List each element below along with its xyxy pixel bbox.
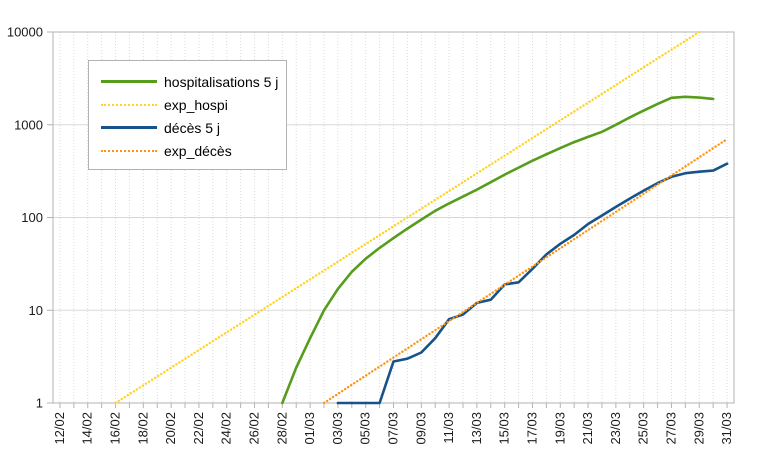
x-tick-label: 19/03: [552, 412, 567, 445]
x-tick-label: 14/02: [80, 412, 95, 445]
vertical-gridlines: [59, 32, 728, 403]
legend-line-hospitalisations: [101, 80, 157, 83]
x-tick-label: 18/02: [135, 412, 150, 445]
series-3-line: [322, 137, 729, 405]
x-tick-label: 21/03: [580, 412, 595, 445]
series-0-line: [280, 95, 715, 405]
x-tick-label: 07/03: [386, 412, 401, 445]
x-tick-label: 26/02: [247, 412, 262, 445]
legend-line-deces: [101, 126, 157, 129]
x-tick-label: 22/02: [191, 412, 206, 445]
legend-item-deces: décès 5 j: [101, 116, 276, 139]
y-tick-label: 100: [21, 210, 43, 225]
x-axis: 12/02 14/02 16/02 18/02 20/02 22/02 24/02 26/02…: [52, 403, 734, 445]
x-tick-label: 24/02: [219, 412, 234, 445]
x-tick-label: 31/03: [719, 412, 734, 445]
legend-item-hospitalisations: hospitalisations 5 j: [101, 70, 279, 93]
legend-label-deces: décès 5 j: [164, 119, 221, 136]
series-2-line: [336, 162, 729, 405]
x-tick-label: 28/02: [274, 412, 289, 445]
x-tick-label: 20/02: [163, 412, 178, 445]
legend-label-exp-hospi: exp_hospi: [164, 96, 228, 113]
x-tick-label: 11/03: [441, 412, 456, 444]
legend-label-hospitalisations: hospitalisations 5 j: [164, 73, 279, 90]
x-tick-label: 09/03: [413, 412, 428, 445]
x-tick-label: 23/03: [608, 412, 623, 445]
x-tick-label: 12/02: [52, 412, 67, 445]
x-tick-label: 16/02: [108, 412, 123, 445]
x-tick-label: 17/03: [524, 412, 539, 445]
legend-line-exp-hospi: [101, 103, 157, 106]
y-axis: 1 10 100 1000 10000: [7, 25, 53, 411]
x-tick-label: 01/03: [302, 412, 317, 445]
x-tick-label: 05/03: [358, 412, 373, 445]
legend-label-exp-deces: exp_décès: [164, 142, 232, 159]
series-1-line: [114, 30, 701, 405]
x-tick-label: 15/03: [497, 412, 512, 445]
x-tick-label: 13/03: [469, 412, 484, 445]
legend: hospitalisations 5 j exp_hospi décès 5 j…: [88, 60, 287, 170]
legend-item-exp-hospi: exp_hospi: [101, 93, 276, 116]
y-tick-label: 10: [29, 303, 43, 318]
y-tick-label: 10000: [7, 25, 43, 40]
x-tick-label: 27/03: [663, 412, 678, 445]
legend-line-exp-deces: [101, 149, 157, 152]
y-tick-label: 1: [36, 396, 43, 411]
x-tick-label: 03/03: [330, 412, 345, 445]
y-tick-label: 1000: [14, 117, 43, 132]
legend-item-exp-deces: exp_décès: [101, 139, 276, 162]
x-tick-label: 25/03: [636, 412, 651, 445]
x-tick-label: 29/03: [691, 412, 706, 445]
